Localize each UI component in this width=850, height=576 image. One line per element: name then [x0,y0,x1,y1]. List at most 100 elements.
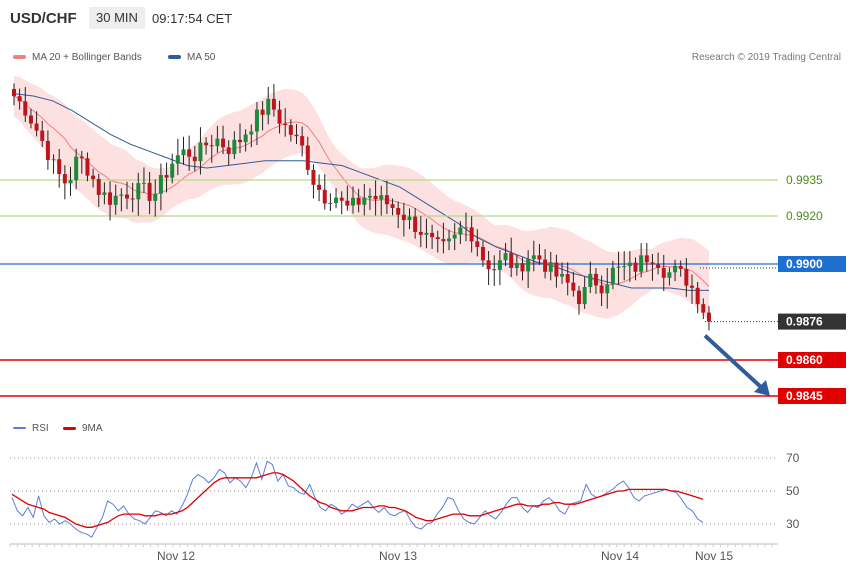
candle-body [571,282,576,291]
candle-body [175,155,180,164]
level-label-0-9845: 0.9845 [786,389,823,403]
candle-body [667,272,672,278]
legend-swatch-9ma [63,426,76,430]
candle-body [181,149,186,156]
rsi-tick-50: 50 [786,484,800,498]
legend-rsi: RSI [13,423,49,434]
candle-body [170,163,175,178]
candle-body [238,139,242,143]
candle-body [362,197,367,205]
candle-body [486,260,491,270]
candle-body [599,285,604,294]
candle-body [102,192,107,195]
legend-swatch-rsi [13,427,26,430]
candle-body [464,227,468,229]
9ma-line [11,472,704,528]
candle-body [266,98,271,115]
candle-body [548,262,553,272]
bollinger-band [14,76,709,322]
candle-body [198,142,203,162]
candle-body [441,239,446,242]
level-label-0-9920: 0.9920 [786,209,823,223]
candle-body [588,273,593,287]
candle-body [221,138,226,148]
candle-body [322,189,327,204]
candle-body [452,234,457,239]
level-box-0-9876 [778,313,846,330]
ma50-line [13,93,709,291]
candle-body [300,136,305,146]
price-panel: 0.9935 0.9920 0.9900 0.9876 0.9860 0.9845 [0,76,846,404]
rsi-line [11,460,704,538]
legend-label-ma20: MA 20 + Bollinger Bands [32,52,142,63]
candle-body [328,202,333,204]
candle-body [271,98,276,110]
candle-body [673,266,678,273]
candle-body [153,193,158,201]
candle-body [334,197,339,203]
candle-body [413,216,418,232]
candle-body [475,241,480,247]
candle-body [447,238,452,242]
candle-body [503,253,508,261]
candle-body [136,183,141,200]
candle-body [639,255,644,272]
candle-body [367,195,372,198]
candle-body [497,260,502,271]
candle-body [277,109,282,124]
candle-body [582,286,587,305]
candle-body [469,227,474,242]
level-box-0-9845 [778,388,846,404]
legend-ma50: MA 50 [168,52,215,63]
candle-body [684,268,689,286]
level-label-0-9935: 0.9935 [786,173,823,187]
candle-body [79,156,84,159]
chart-header: USD/CHF 30 MIN 09:17:54 CET [0,0,850,36]
candle-body [108,192,113,205]
candle-body [644,255,649,263]
candle-body [17,96,22,102]
candle-body [661,267,666,278]
candle-body [204,142,209,146]
legend-label-rsi: RSI [32,423,49,434]
x-tick-label: Nov 14 [601,549,639,563]
candle-body [249,131,254,135]
candle-body [418,231,423,235]
symbol-label: USD/CHF [10,10,77,27]
level-box-0-9900 [778,256,846,272]
timeframe-button[interactable]: 30 MIN [89,7,145,29]
legend-9ma: 9MA [63,423,103,434]
candle-body [401,214,406,221]
candle-body [706,312,711,322]
candle-body [396,207,401,215]
level-box-0-9860 [778,352,846,368]
candle-body [390,204,395,208]
candle-body [164,174,169,178]
candle-body [40,130,45,141]
candle-body [113,195,118,205]
candle-body [492,269,497,271]
x-tick-label: Nov 15 [695,549,733,563]
candle-body [305,145,310,170]
candle-body [96,179,101,195]
x-axis: Nov 12 Nov 13 Nov 14 Nov 15 [9,543,778,563]
candle-body [12,88,16,97]
candle-body [616,266,621,268]
candle-body [593,273,598,286]
candle-body [424,232,429,235]
candle-body [379,195,384,200]
candle-body [68,180,73,184]
candle-body [232,139,237,155]
candle-body [520,263,525,272]
candle-body [192,156,197,162]
candle-body [656,264,661,268]
candle-body [125,194,129,199]
candle-body [283,123,288,126]
rsi-panel: 70 50 30 [10,451,800,538]
candle-body [407,216,412,221]
candle-body [526,259,531,272]
candle-body [209,145,214,147]
candle-body [187,149,192,157]
candle-body [45,140,50,160]
